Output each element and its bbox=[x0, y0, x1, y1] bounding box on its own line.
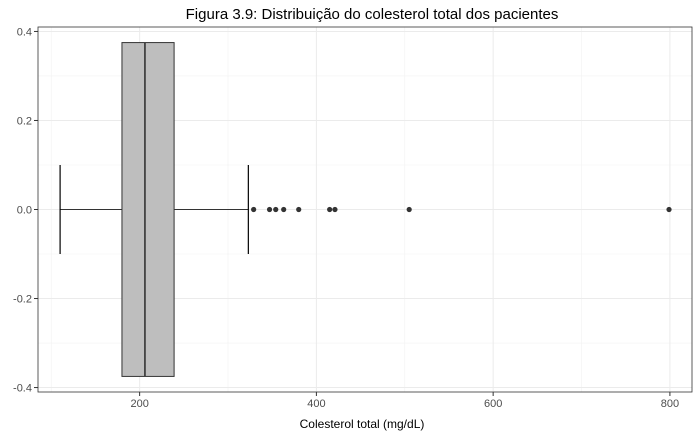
box-iqr bbox=[121, 42, 175, 377]
outlier-point bbox=[296, 206, 302, 213]
x-tick-label: 800 bbox=[661, 398, 679, 410]
outlier-point bbox=[666, 206, 672, 213]
y-axis: -0.4 -0.2 0.0 0.2 0.4 bbox=[13, 26, 38, 395]
y-tick-label: 0.0 bbox=[17, 205, 32, 217]
x-axis-title: Colesterol total (mg/dL) bbox=[300, 417, 425, 431]
outlier-points bbox=[251, 206, 672, 213]
y-tick-label: 0.2 bbox=[17, 115, 32, 127]
x-tick-label: 400 bbox=[307, 398, 325, 410]
outlier-point bbox=[266, 206, 273, 213]
outlier-point bbox=[406, 206, 412, 213]
plot-panel bbox=[37, 26, 693, 393]
y-tick-label: -0.4 bbox=[13, 383, 32, 395]
x-tick-label: 200 bbox=[130, 398, 148, 410]
y-tick-label: -0.2 bbox=[13, 294, 32, 306]
x-axis: 200 400 600 800 bbox=[130, 392, 679, 410]
outlier-point bbox=[251, 206, 257, 213]
y-tick-label: 0.4 bbox=[17, 26, 32, 38]
outlier-point bbox=[327, 206, 333, 213]
outlier-point bbox=[332, 206, 338, 213]
x-tick-label: 600 bbox=[484, 398, 502, 410]
outlier-point bbox=[281, 206, 287, 213]
outlier-point bbox=[273, 206, 279, 213]
boxplot bbox=[59, 42, 249, 377]
chart-title: Figura 3.9: Distribuição do colesterol t… bbox=[186, 6, 559, 23]
